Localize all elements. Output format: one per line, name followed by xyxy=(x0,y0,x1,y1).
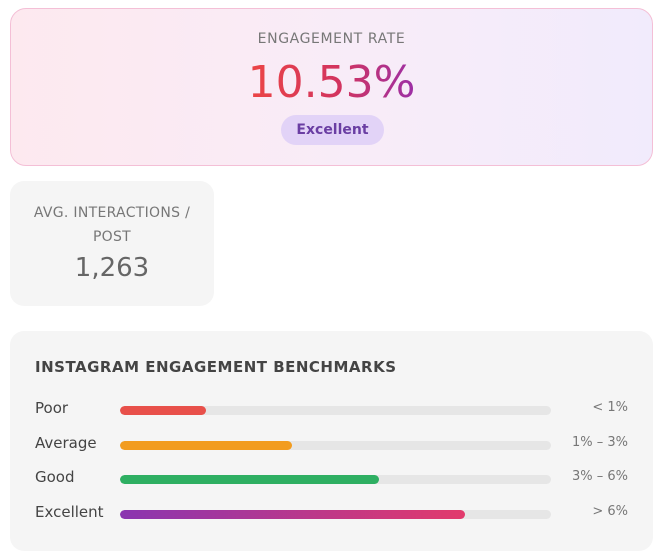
benchmark-row: Excellent > 6% xyxy=(10,501,653,525)
benchmarks-title: INSTAGRAM ENGAGEMENT BENCHMARKS xyxy=(35,358,397,376)
benchmark-range: > 6% xyxy=(592,504,628,520)
benchmark-label: Poor xyxy=(35,399,69,417)
interactions-value: 1,263 xyxy=(74,253,150,283)
benchmark-range: < 1% xyxy=(592,400,628,415)
benchmark-label: Good xyxy=(35,468,75,487)
engagement-value: 10.53% xyxy=(247,57,416,108)
benchmark-label: Excellent xyxy=(35,503,104,522)
benchmark-track xyxy=(120,510,551,520)
benchmark-fill xyxy=(120,475,379,485)
interactions-label: AVG. INTERACTIONS / POST xyxy=(33,205,191,245)
benchmark-range: 3% – 6% xyxy=(571,469,628,485)
engagement-value-box: 10.53% xyxy=(11,55,652,111)
benchmark-label: Average xyxy=(35,433,97,452)
benchmark-range: 1% – 3% xyxy=(571,434,628,450)
benchmark-fill xyxy=(120,510,465,520)
engagement-label: ENGAGEMENT RATE xyxy=(257,31,406,47)
rating-badge: Excellent xyxy=(281,115,384,145)
interactions-card: AVG. INTERACTIONS / POST 1,263 xyxy=(10,181,214,306)
benchmarks-card: INSTAGRAM ENGAGEMENT BENCHMARKS Poor < 1%… xyxy=(10,331,653,551)
benchmark-track xyxy=(120,406,551,415)
benchmark-track xyxy=(120,475,551,485)
benchmark-track xyxy=(120,440,551,450)
benchmark-fill xyxy=(120,406,207,415)
benchmark-row: Poor < 1% xyxy=(10,397,653,421)
benchmark-row: Average 1% – 3% xyxy=(10,432,653,456)
engagement-card: ENGAGEMENT RATE 10.53% Excellent xyxy=(10,8,653,166)
benchmark-row: Good 3% – 6% xyxy=(10,466,653,490)
benchmark-fill xyxy=(120,440,293,450)
